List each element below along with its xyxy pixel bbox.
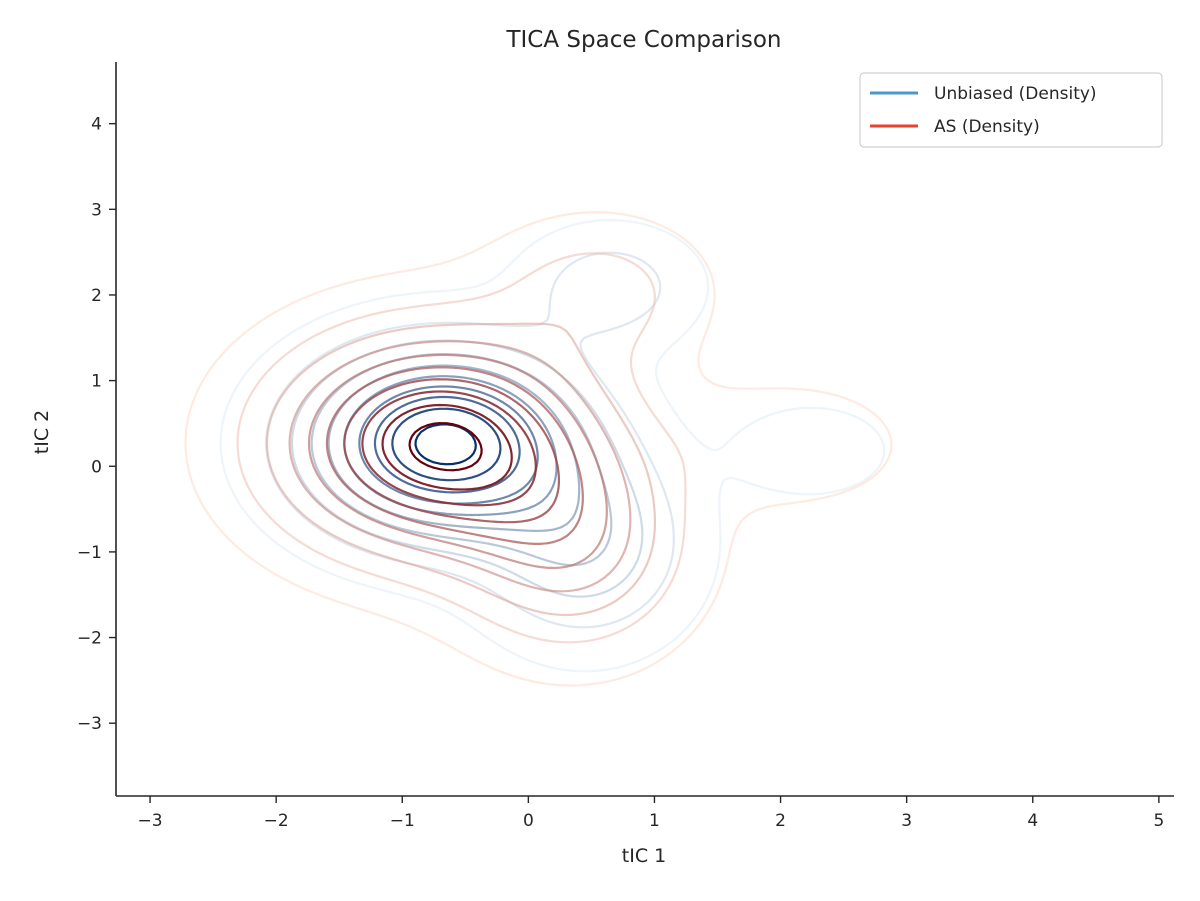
y-tick-label: −3 [77,714,102,734]
contour-line [361,390,537,507]
y-tick-label: 4 [91,115,102,135]
contour-line [391,407,502,482]
contour-line [307,353,608,570]
legend-label: Unbiased (Density) [934,84,1097,104]
axes: −3 −2 −1 0 1 2 3 4 5 −3 −2 −1 0 1 2 3 4 [77,62,1174,831]
legend-label: AS (Density) [934,117,1040,137]
x-tick-label: 5 [1153,811,1164,831]
contour-line [236,252,687,644]
x-tick-label: 1 [649,811,660,831]
legend: Unbiased (Density) AS (Density) [859,72,1163,148]
x-tick-label: −2 [264,811,289,831]
contour-line [373,395,521,494]
y-axis-label: tIC 2 [31,410,53,454]
series-contours [184,211,893,687]
contour-line [288,340,632,593]
y-tick-label: 3 [91,200,102,220]
y-tick-label: 2 [91,286,102,306]
x-axis-label: tIC 1 [622,845,666,867]
contour-line [343,378,561,524]
contour-line [219,219,886,673]
x-tick-label: 2 [775,811,786,831]
x-tick-label: 4 [1027,811,1038,831]
legend-box [859,72,1163,148]
y-tick-label: 1 [91,372,102,392]
contour-line [358,385,539,505]
contour-line [381,403,513,491]
x-tick-label: 0 [523,811,534,831]
x-tick-label: 3 [901,811,912,831]
x-tick-label: −3 [138,811,163,831]
plot-area [184,211,893,687]
y-tick-label: 0 [91,457,102,477]
contour-line [184,211,893,687]
contour-line [325,366,584,545]
y-tick-label: −2 [77,629,102,649]
y-tick-label: −1 [77,543,102,563]
contour-line [408,421,483,472]
x-tick-label: −1 [390,811,415,831]
contour-line [265,322,657,617]
chart-title: TICA Space Comparison [505,27,781,53]
